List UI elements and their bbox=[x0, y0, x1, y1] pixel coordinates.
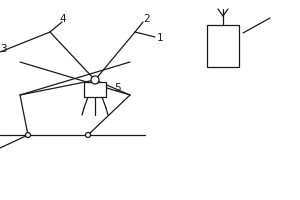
Bar bbox=[84, 82, 106, 97]
Circle shape bbox=[91, 76, 99, 84]
Circle shape bbox=[26, 132, 31, 138]
Bar bbox=[207, 25, 239, 67]
Circle shape bbox=[85, 132, 91, 138]
Text: 1: 1 bbox=[157, 33, 164, 43]
Text: 5: 5 bbox=[114, 83, 121, 93]
Text: 4: 4 bbox=[59, 14, 66, 24]
Text: 3: 3 bbox=[0, 44, 7, 54]
Text: 2: 2 bbox=[143, 14, 150, 24]
